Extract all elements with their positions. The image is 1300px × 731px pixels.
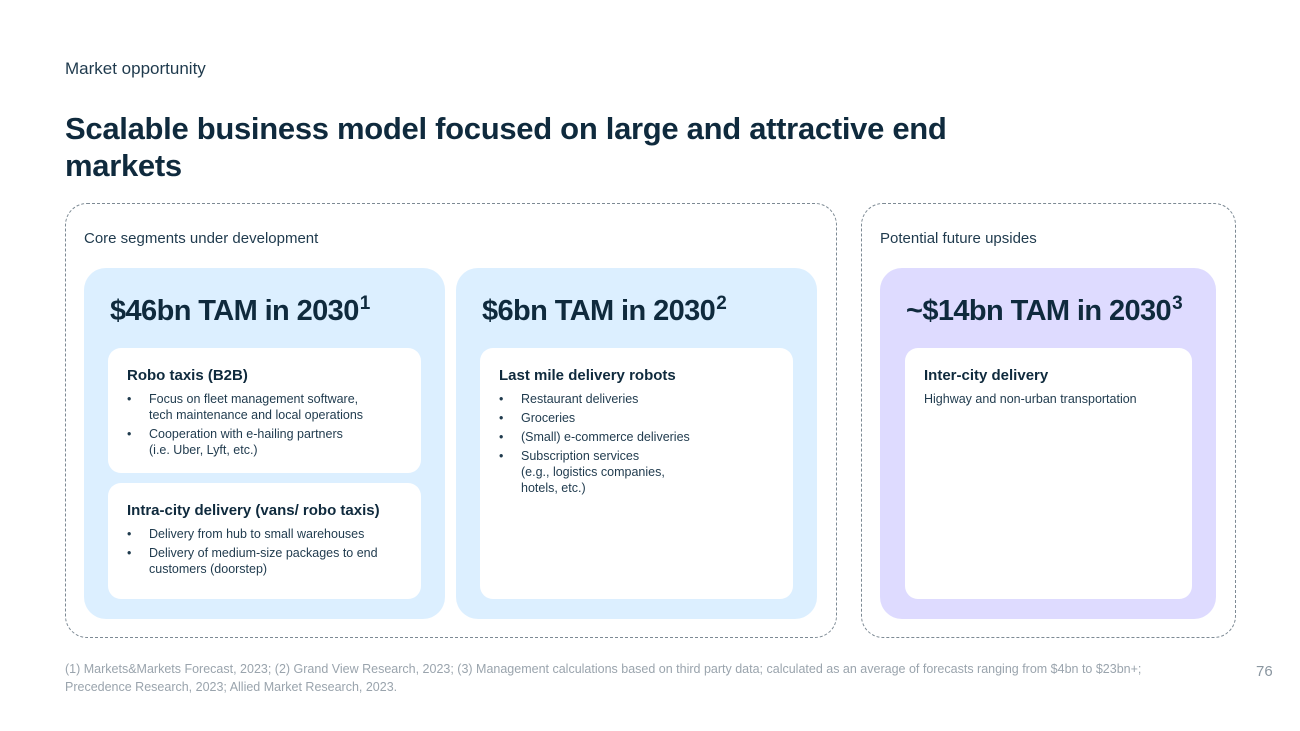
tam-value: $46bn TAM in 2030 <box>110 295 359 327</box>
segment-bullets: Focus on fleet management software, tech… <box>127 391 403 458</box>
segment-title: Inter-city delivery <box>924 367 1049 384</box>
slide-title: Scalable business model focused on large… <box>65 111 947 183</box>
footnote: (1) Markets&Markets Forecast, 2023; (2) … <box>65 662 1142 694</box>
tam-heading: $46bn TAM in 20301 <box>110 293 371 328</box>
tam-panel-delivery-robots: $6bn TAM in 20302 Last mile delivery rob… <box>456 268 817 619</box>
bullet-item: Restaurant deliveries <box>499 391 775 407</box>
segment-card-last-mile: Last mile delivery robots Restaurant del… <box>480 348 793 599</box>
bullet-item: Groceries <box>499 410 775 426</box>
segment-bullets: Restaurant deliveries Groceries (Small) … <box>499 391 775 496</box>
tam-heading: ~$14bn TAM in 20303 <box>906 293 1183 328</box>
bullet-item: Subscription services (e.g., logistics c… <box>499 448 775 496</box>
bullet-item: Cooperation with e-hailing partners (i.e… <box>127 426 403 458</box>
tam-value: $6bn TAM in 2030 <box>482 295 716 327</box>
segment-card-intra-city: Intra-city delivery (vans/ robo taxis) D… <box>108 483 421 599</box>
segment-bullets: Delivery from hub to small warehouses De… <box>127 526 403 577</box>
tam-value: ~$14bn TAM in 2030 <box>906 295 1172 327</box>
segment-title: Intra-city delivery (vans/ robo taxis) <box>127 502 380 519</box>
tam-panel-inter-city: ~$14bn TAM in 20303 Inter-city delivery … <box>880 268 1216 619</box>
bullet-item: Delivery of medium-size packages to end … <box>127 545 403 577</box>
bullet-item: Delivery from hub to small warehouses <box>127 526 403 542</box>
segment-card-inter-city: Inter-city delivery Highway and non-urba… <box>905 348 1192 599</box>
core-segments-label: Core segments under development <box>84 230 319 247</box>
footnote-ref: 3 <box>1172 293 1183 314</box>
future-upsides-label: Potential future upsides <box>880 230 1037 247</box>
segment-description: Highway and non-urban transportation <box>924 392 1137 406</box>
page-number: 76 <box>1256 663 1273 680</box>
segment-title: Last mile delivery robots <box>499 367 676 384</box>
footnote-ref: 2 <box>716 293 727 314</box>
tam-panel-robotaxi: $46bn TAM in 20301 Robo taxis (B2B) Focu… <box>84 268 445 619</box>
segment-card-robo-taxis: Robo taxis (B2B) Focus on fleet manageme… <box>108 348 421 473</box>
tam-heading: $6bn TAM in 20302 <box>482 293 727 328</box>
section-eyebrow: Market opportunity <box>65 59 206 78</box>
footnote-ref: 1 <box>359 293 371 314</box>
bullet-item: (Small) e-commerce deliveries <box>499 429 775 445</box>
segment-title: Robo taxis (B2B) <box>127 367 248 384</box>
bullet-item: Focus on fleet management software, tech… <box>127 391 403 423</box>
